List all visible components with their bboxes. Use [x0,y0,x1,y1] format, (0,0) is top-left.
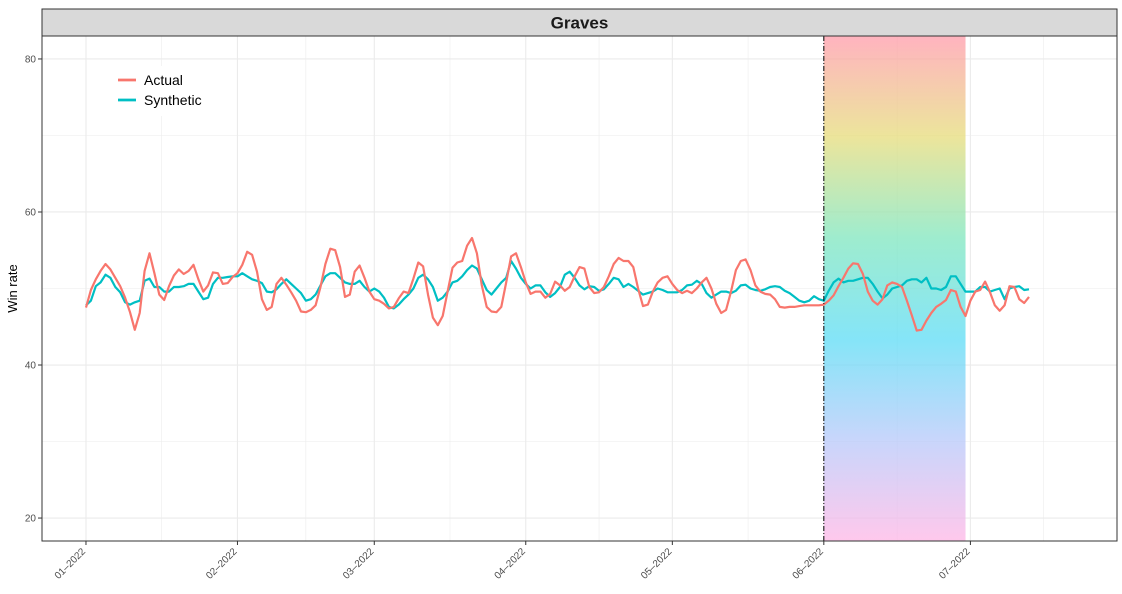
y-tick-label: 80 [25,54,37,65]
legend-label-actual: Actual [144,72,183,88]
series-line-synthetic [85,259,1030,310]
y-tick-label: 40 [25,361,37,372]
x-tick-label: 05–2022 [639,546,675,582]
x-tick-label: 06–2022 [791,546,827,582]
y-tick-label: 60 [25,207,37,218]
facet-strip [41,8,1118,37]
y-axis-title: Win rate [5,264,20,312]
legend-label-synthetic: Synthetic [144,92,202,108]
series-line-actual [84,236,1030,332]
y-tick-label: 20 [25,514,37,525]
x-tick-label: 03–2022 [341,546,377,582]
x-axis: 01–2022 02–2022 03–2022 04–2022 05–2022 06–20… [53,541,973,582]
legend: Actual Synthetic [108,66,212,116]
x-tick-label: 01–2022 [53,546,89,582]
y-axis: 20 40 60 80 [25,54,42,525]
x-tick-label: 02–2022 [204,546,240,582]
x-tick-label: 07–2022 [937,546,973,582]
x-tick-label: 04–2022 [493,546,529,582]
legend-background [108,66,212,116]
chart-title: Graves [551,14,609,33]
